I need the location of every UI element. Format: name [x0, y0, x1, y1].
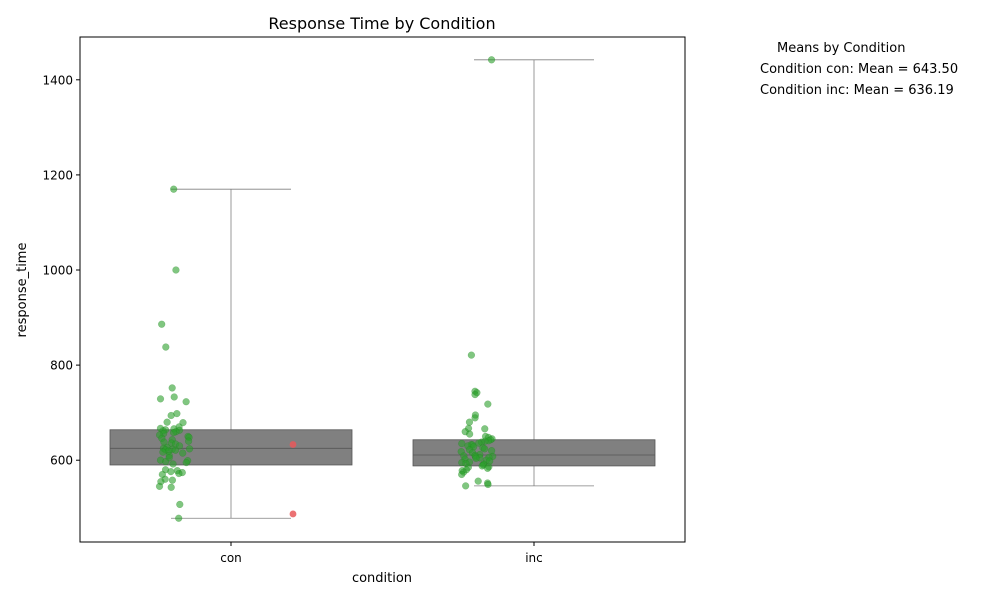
y-tick-label: 1400: [42, 73, 73, 87]
x-tick-label: con: [220, 551, 242, 565]
data-point: [155, 482, 164, 491]
data-point: [472, 454, 480, 462]
box-inc: [412, 59, 656, 487]
data-point: [465, 418, 474, 426]
iqr-box: [109, 429, 353, 466]
x-tick-label: inc: [525, 551, 543, 565]
data-point: [184, 437, 193, 445]
outlier-point: [289, 510, 297, 518]
data-point: [458, 439, 466, 448]
plot-area: [109, 56, 656, 522]
y-tick-label: 1000: [42, 264, 73, 278]
strip-con: [155, 185, 194, 522]
legend-entry-inc: Condition inc: Mean = 636.19: [760, 83, 954, 98]
data-point: [471, 414, 479, 422]
box-con: [109, 188, 353, 519]
data-point: [158, 320, 166, 328]
data-point: [176, 500, 184, 509]
data-point: [162, 343, 170, 351]
y-tick-label: 600: [50, 454, 73, 468]
data-point: [471, 390, 479, 399]
data-point: [182, 398, 190, 406]
data-point: [167, 467, 175, 476]
data-point: [170, 185, 178, 193]
chart-title: Response Time by Condition: [268, 14, 495, 33]
y-axis-label: response_time: [15, 243, 30, 338]
data-point: [467, 351, 476, 359]
data-point: [169, 460, 177, 468]
x-axis: con inc: [220, 542, 543, 565]
data-point: [179, 449, 187, 457]
data-point: [179, 418, 187, 427]
strip-inc: [457, 56, 497, 490]
data-point: [484, 480, 492, 489]
data-point: [169, 428, 178, 437]
data-point: [484, 400, 492, 408]
data-point: [483, 464, 492, 472]
data-point: [475, 439, 483, 447]
data-point: [156, 395, 165, 403]
means-legend: Means by Condition Condition con: Mean =…: [740, 38, 990, 101]
y-tick-label: 1200: [42, 168, 73, 182]
legend-title: Means by Condition: [777, 41, 906, 56]
data-point: [161, 457, 170, 466]
data-point: [168, 476, 177, 484]
data-point: [159, 448, 167, 456]
y-tick-label: 800: [50, 359, 73, 373]
data-point: [167, 411, 175, 420]
data-point: [474, 477, 482, 485]
data-point: [168, 384, 176, 392]
data-point: [487, 56, 496, 64]
data-point: [185, 445, 194, 453]
legend-entry-con: Condition con: Mean = 643.50: [760, 62, 959, 77]
data-point: [172, 266, 180, 274]
y-axis: 600 800 1000 1200 1400: [42, 73, 80, 468]
data-point: [171, 446, 180, 454]
data-point: [480, 445, 489, 453]
data-point: [481, 425, 489, 433]
data-point: [458, 470, 466, 479]
outlier-point: [289, 441, 297, 448]
data-point: [167, 483, 175, 491]
plot-frame: [79, 36, 686, 543]
data-point: [175, 442, 184, 450]
data-point: [163, 418, 171, 426]
iqr-box: [412, 439, 656, 467]
data-point: [462, 482, 470, 490]
data-point: [175, 469, 183, 478]
data-point: [175, 514, 183, 522]
data-point: [466, 430, 474, 438]
data-point: [170, 393, 178, 401]
x-axis-label: condition: [352, 571, 412, 586]
data-point: [182, 458, 190, 467]
